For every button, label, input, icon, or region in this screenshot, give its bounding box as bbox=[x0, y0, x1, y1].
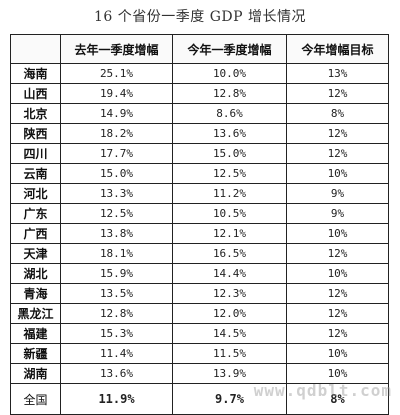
cell-target: 10% bbox=[286, 163, 389, 184]
cell-target: 9% bbox=[286, 203, 389, 224]
cell-region: 海南 bbox=[10, 63, 61, 84]
cell-this-year-q1: 8.6% bbox=[172, 103, 287, 124]
table-row: 天津 18.1% 16.5% 12% bbox=[10, 243, 389, 264]
cell-this-year-q1: 10.5% bbox=[172, 203, 287, 224]
cell-this-year-q1: 11.5% bbox=[172, 343, 287, 364]
gdp-table: 去年一季度增幅 今年一季度增幅 今年增幅目标 海南 25.1% 10.0% 13% 山西… bbox=[10, 34, 389, 415]
table-row: 广东 12.5% 10.5% 9% bbox=[10, 203, 389, 224]
cell-target: 12% bbox=[286, 243, 389, 264]
cell-last-year-q1: 17.7% bbox=[60, 143, 173, 164]
cell-last-year-q1: 13.8% bbox=[60, 223, 173, 244]
table-row: 黑龙江 12.8% 12.0% 12% bbox=[10, 303, 389, 324]
cell-last-year-q1: 19.4% bbox=[60, 83, 173, 104]
total-cell-region: 全国 bbox=[10, 383, 61, 415]
cell-region: 湖南 bbox=[10, 363, 61, 384]
table-row: 云南 15.0% 12.5% 10% bbox=[10, 163, 389, 184]
cell-this-year-q1: 12.1% bbox=[172, 223, 287, 244]
cell-last-year-q1: 13.5% bbox=[60, 283, 173, 304]
header-last-year-q1: 去年一季度增幅 bbox=[60, 34, 173, 64]
table-row: 河北 13.3% 11.2% 9% bbox=[10, 183, 389, 204]
table-row: 海南 25.1% 10.0% 13% bbox=[10, 63, 389, 84]
cell-target: 10% bbox=[286, 263, 389, 284]
watermark: www.qdblt.com bbox=[253, 381, 392, 400]
table-body: 海南 25.1% 10.0% 13% 山西 19.4% 12.8% 12% 北京 14.9% 8.6… bbox=[10, 63, 389, 415]
cell-last-year-q1: 15.9% bbox=[60, 263, 173, 284]
cell-region: 四川 bbox=[10, 143, 61, 164]
table-row: 陕西 18.2% 13.6% 12% bbox=[10, 123, 389, 144]
cell-region: 云南 bbox=[10, 163, 61, 184]
cell-this-year-q1: 12.0% bbox=[172, 303, 287, 324]
cell-last-year-q1: 12.8% bbox=[60, 303, 173, 324]
cell-last-year-q1: 11.4% bbox=[60, 343, 173, 364]
table-row: 青海 13.5% 12.3% 12% bbox=[10, 283, 389, 304]
table-title: 16 个省份一季度 GDP 增长情况 bbox=[94, 9, 306, 25]
cell-target: 8% bbox=[286, 103, 389, 124]
cell-target: 10% bbox=[286, 223, 389, 244]
cell-target: 12% bbox=[286, 303, 389, 324]
cell-region: 广东 bbox=[10, 203, 61, 224]
cell-target: 9% bbox=[286, 183, 389, 204]
table-row: 北京 14.9% 8.6% 8% bbox=[10, 103, 389, 124]
cell-this-year-q1: 13.6% bbox=[172, 123, 287, 144]
table-row: 湖北 15.9% 14.4% 10% bbox=[10, 263, 389, 284]
cell-last-year-q1: 18.1% bbox=[60, 243, 173, 264]
cell-target: 13% bbox=[286, 63, 389, 84]
cell-this-year-q1: 12.3% bbox=[172, 283, 287, 304]
table-row: 福建 15.3% 14.5% 12% bbox=[10, 323, 389, 344]
cell-region: 山西 bbox=[10, 83, 61, 104]
cell-target: 12% bbox=[286, 323, 389, 344]
cell-this-year-q1: 15.0% bbox=[172, 143, 287, 164]
header-target: 今年增幅目标 bbox=[286, 34, 389, 64]
cell-last-year-q1: 15.3% bbox=[60, 323, 173, 344]
cell-last-year-q1: 15.0% bbox=[60, 163, 173, 184]
cell-this-year-q1: 10.0% bbox=[172, 63, 287, 84]
header-this-year-q1: 今年一季度增幅 bbox=[172, 34, 287, 64]
cell-last-year-q1: 13.3% bbox=[60, 183, 173, 204]
cell-target: 12% bbox=[286, 123, 389, 144]
cell-this-year-q1: 14.4% bbox=[172, 263, 287, 284]
cell-last-year-q1: 12.5% bbox=[60, 203, 173, 224]
cell-region: 陕西 bbox=[10, 123, 61, 144]
table-row: 新疆 11.4% 11.5% 10% bbox=[10, 343, 389, 364]
cell-region: 福建 bbox=[10, 323, 61, 344]
header-row: 去年一季度增幅 今年一季度增幅 今年增幅目标 bbox=[10, 34, 389, 64]
cell-region: 黑龙江 bbox=[10, 303, 61, 324]
cell-region: 河北 bbox=[10, 183, 61, 204]
cell-region: 天津 bbox=[10, 243, 61, 264]
table-row: 广西 13.8% 12.1% 10% bbox=[10, 223, 389, 244]
header-region bbox=[10, 34, 61, 64]
cell-region: 新疆 bbox=[10, 343, 61, 364]
cell-this-year-q1: 14.5% bbox=[172, 323, 287, 344]
cell-target: 12% bbox=[286, 143, 389, 164]
cell-this-year-q1: 16.5% bbox=[172, 243, 287, 264]
cell-this-year-q1: 11.2% bbox=[172, 183, 287, 204]
table-row: 四川 17.7% 15.0% 12% bbox=[10, 143, 389, 164]
cell-this-year-q1: 12.8% bbox=[172, 83, 287, 104]
cell-region: 广西 bbox=[10, 223, 61, 244]
cell-last-year-q1: 25.1% bbox=[60, 63, 173, 84]
cell-this-year-q1: 12.5% bbox=[172, 163, 287, 184]
cell-region: 北京 bbox=[10, 103, 61, 124]
cell-target: 12% bbox=[286, 283, 389, 304]
table-row: 山西 19.4% 12.8% 12% bbox=[10, 83, 389, 104]
cell-last-year-q1: 14.9% bbox=[60, 103, 173, 124]
cell-region: 青海 bbox=[10, 283, 61, 304]
cell-target: 10% bbox=[286, 343, 389, 364]
cell-last-year-q1: 13.6% bbox=[60, 363, 173, 384]
cell-region: 湖北 bbox=[10, 263, 61, 284]
cell-last-year-q1: 18.2% bbox=[60, 123, 173, 144]
cell-target: 12% bbox=[286, 83, 389, 104]
total-cell-last-year-q1: 11.9% bbox=[60, 383, 173, 415]
